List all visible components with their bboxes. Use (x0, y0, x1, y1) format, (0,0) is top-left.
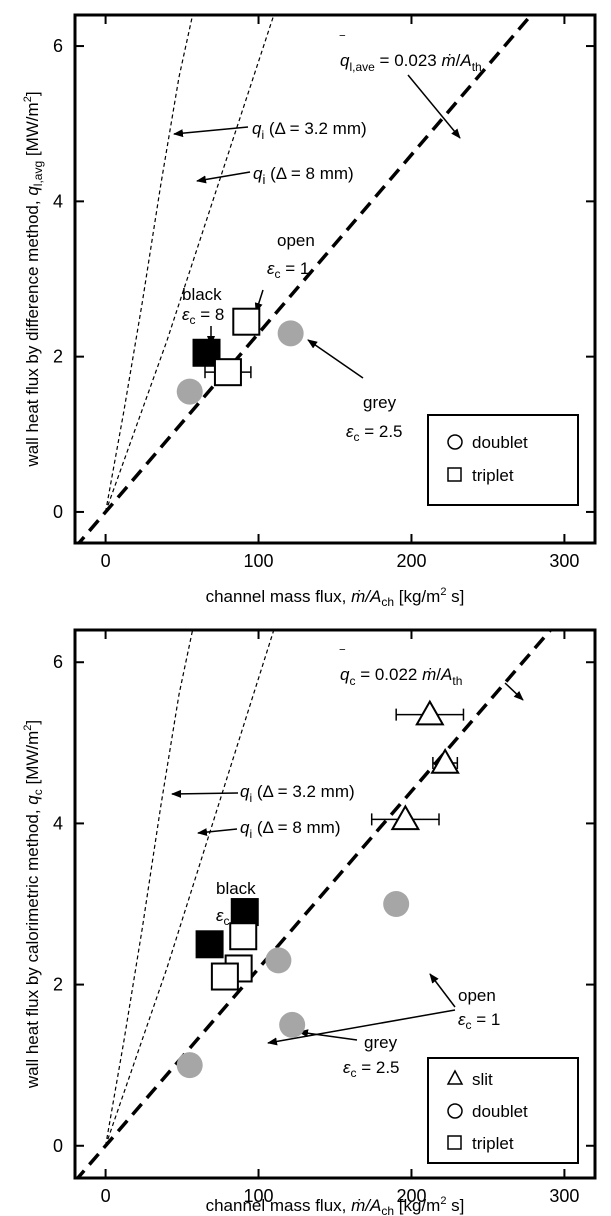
y-tick-label: 6 (53, 652, 63, 672)
chart-panel-calorimetric-method: 0 100 200 300 0 2 4 6 channel mass flux, ṁ/Ach … (22, 628, 597, 1216)
injection-curves (105, 630, 275, 1146)
injection-curve-1 (105, 630, 275, 1146)
fit-line (76, 15, 534, 543)
legend-square-icon (447, 1135, 462, 1150)
fit-line-bar: ‾ (339, 33, 346, 49)
plot-frame (73, 13, 597, 545)
fit-line-bar: ‾ (339, 647, 346, 663)
fit-line-label: qc = 0.022 ṁ/Ath (340, 665, 462, 688)
triplet-point (210, 962, 239, 991)
injection-curve-0 (105, 15, 194, 513)
x-tick-label: 0 (101, 551, 111, 571)
tick-labels: 0 100 200 300 0 2 4 6 (53, 36, 579, 571)
arrow-open-to-slit (429, 973, 456, 1008)
arrow-qi-3-2 (171, 789, 239, 798)
plot-frame (73, 628, 597, 1180)
doublet-point (265, 947, 292, 974)
triplet-point (229, 922, 258, 951)
legend-box (427, 414, 579, 506)
fit-line-label: ql,ave = 0.023 ṁ/Ath (340, 51, 482, 74)
x-axis-label: channel mass flux, ṁ/Ach [kg/m2 s] (206, 586, 465, 609)
qi-8-label: qi (Δ = 8 mm) (240, 818, 340, 841)
annotation-arrows (171, 682, 524, 1046)
arrow-qi-8 (197, 828, 238, 837)
doublet-point (383, 891, 410, 917)
legend-circle-icon (447, 434, 463, 450)
legend-label-doublet: doublet (472, 433, 528, 452)
x-tick-label: 0 (101, 1186, 111, 1206)
x-tick-label: 200 (396, 551, 426, 571)
fit-line-path (76, 15, 534, 543)
x-tick-label: 300 (549, 551, 579, 571)
x-tick-label: 300 (549, 1186, 579, 1206)
y-tick-label: 6 (53, 36, 63, 56)
legend: doublet triplet (427, 414, 579, 506)
arrow-qi-3-2 (173, 126, 249, 138)
triplet-point (195, 930, 224, 959)
black-emissivity-label: εc = 8 (182, 305, 224, 327)
y-tick-label: 0 (53, 1136, 63, 1156)
y-tick-label: 2 (53, 347, 63, 367)
qi-3-2-label: qi (Δ = 3.2 mm) (252, 119, 367, 142)
tick-marks (75, 15, 595, 543)
legend-label-triplet: triplet (472, 1134, 514, 1153)
legend-label-doublet: doublet (472, 1102, 528, 1121)
grey-emissivity-label: εc = 2.5 (346, 422, 403, 444)
grey-label: grey (364, 1033, 398, 1052)
arrow-grey (307, 339, 364, 379)
chart-panel-difference-method: 0 100 200 300 0 2 4 6 channel mass flux, ṁ/Ach … (22, 13, 597, 609)
x-tick-label: 100 (244, 1186, 274, 1206)
triplet-point (232, 307, 261, 336)
black-label: black (216, 879, 256, 898)
doublet-point (176, 1052, 203, 1079)
doublet-point (176, 378, 203, 405)
y-tick-label: 4 (53, 813, 63, 833)
slit-point (415, 699, 445, 726)
x-tick-label: 100 (244, 551, 274, 571)
black-label: black (182, 285, 222, 304)
tick-labels: 0 100 200 300 0 2 4 6 (53, 652, 579, 1206)
open-label: open (458, 986, 496, 1005)
x-axis-label: channel mass flux, ṁ/Ach [kg/m2 s] (206, 1195, 465, 1216)
legend-triangle-icon (446, 1069, 464, 1085)
legend-label-slit: slit (472, 1070, 493, 1089)
open-emissivity-label: εc = 1 (458, 1010, 500, 1032)
arrow-grey (298, 1029, 358, 1041)
legend-label-triplet: triplet (472, 466, 514, 485)
slit-point (430, 747, 460, 774)
injection-curve-0 (105, 630, 194, 1146)
slit-point (390, 804, 421, 831)
data-points (176, 307, 304, 405)
arrow-fit-label (504, 682, 524, 701)
legend-square-icon (447, 467, 462, 482)
injection-curve-1 (105, 15, 275, 513)
injection-curves (105, 15, 275, 513)
y-tick-label: 0 (53, 502, 63, 522)
doublet-point (277, 320, 304, 347)
qi-8-label: qi (Δ = 8 mm) (253, 164, 354, 187)
arrow-open-to-triplet (267, 1009, 456, 1046)
fit-line (75, 630, 553, 1178)
triplet-point (213, 358, 242, 387)
data-points (176, 699, 465, 1079)
y-tick-label: 2 (53, 975, 63, 995)
arrow-fit-label (407, 74, 461, 139)
y-tick-label: 4 (53, 191, 63, 211)
legend: slit doublet triplet (427, 1057, 579, 1164)
grey-emissivity-label: εc = 2.5 (343, 1058, 400, 1080)
y-axis-label: wall heat flux by difference method, ql,… (22, 91, 45, 467)
arrow-qi-8 (196, 171, 251, 184)
grey-label: grey (363, 393, 397, 412)
tick-marks (75, 630, 595, 1178)
y-axis-label: wall heat flux by calorimetric method, q… (22, 720, 45, 1089)
open-label: open (277, 231, 315, 250)
legend-circle-icon (447, 1103, 463, 1119)
qi-3-2-label: qi (Δ = 3.2 mm) (240, 782, 355, 805)
black-emissivity-label: εc = 8 (216, 906, 258, 928)
doublet-point (279, 1011, 306, 1038)
open-emissivity-label: εc = 1 (267, 259, 309, 281)
x-tick-label: 200 (396, 1186, 426, 1206)
fit-line-path (75, 630, 553, 1178)
